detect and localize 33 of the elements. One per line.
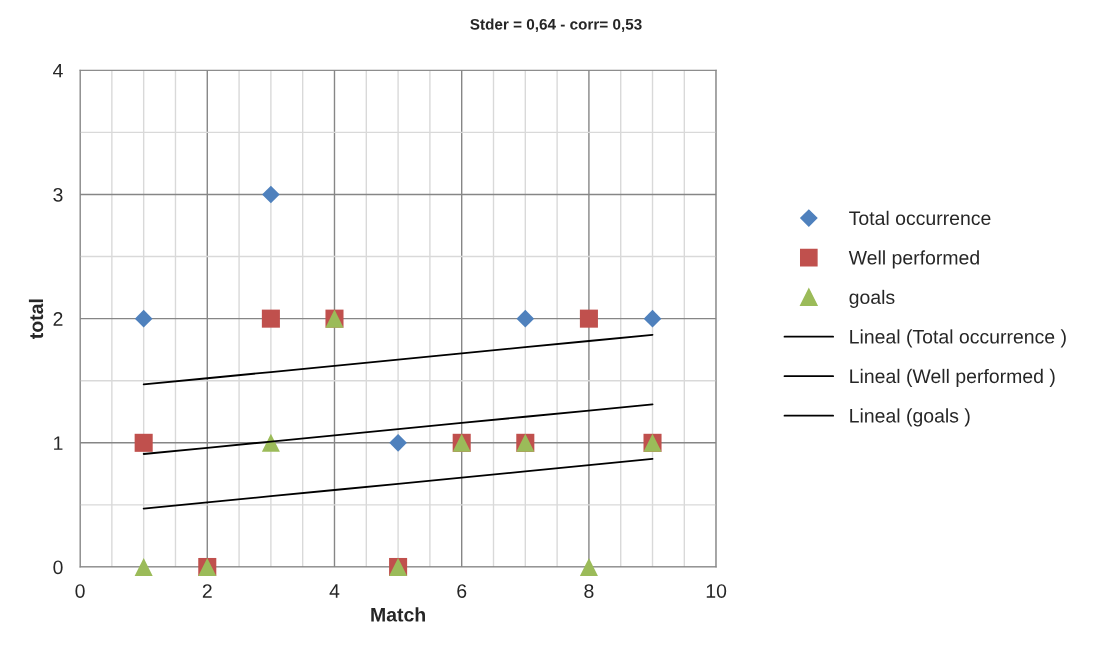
y-tick-label: 3	[53, 187, 63, 202]
legend-label: Lineal (Well performed )	[850, 368, 1055, 387]
x-tick-label: 0	[75, 584, 85, 598]
point	[579, 557, 598, 577]
legend-label: Lineal (Total occurrence )	[850, 329, 1066, 348]
chart-title: Stder = 0,64 - corr= 0,53	[470, 18, 642, 32]
x-tick-label: 4	[329, 584, 340, 598]
y-tick-label: 4	[53, 63, 63, 78]
line-series	[142, 333, 654, 386]
legend-label: Well performed	[848, 250, 979, 269]
legend-label: Total occurrence	[849, 210, 991, 226]
point	[261, 433, 280, 452]
y-tick-label: 1	[54, 436, 63, 450]
point	[262, 185, 280, 204]
y-tick-label: 2	[53, 312, 63, 326]
x-axis-title: Match	[371, 607, 425, 622]
line-series	[142, 458, 654, 510]
x-tick-label: 10	[706, 584, 727, 598]
y-axis-title: total	[28, 299, 44, 339]
point	[261, 309, 280, 328]
legend-label: Lineal (goals )	[850, 408, 970, 427]
point	[389, 433, 407, 452]
x-tick-label: 2	[202, 584, 212, 598]
x-tick-label: 8	[584, 584, 594, 598]
point	[134, 557, 153, 577]
point	[643, 309, 662, 328]
point	[134, 433, 153, 452]
y-tick-label: 0	[53, 560, 63, 575]
point	[134, 309, 153, 328]
point	[579, 309, 598, 328]
point	[516, 309, 535, 328]
legend-label: goals	[849, 289, 895, 308]
x-tick-label: 6	[457, 584, 467, 598]
